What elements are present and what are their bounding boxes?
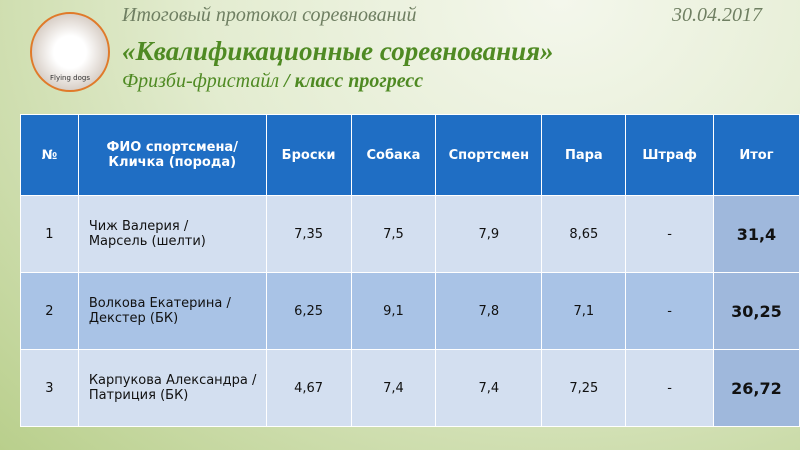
cell: 26,72 xyxy=(712,349,800,427)
cell: 31,4 xyxy=(712,195,800,273)
cell-line: Карпукова Александра / xyxy=(88,373,257,388)
cell: Волкова Екатерина / Декстер (БК) xyxy=(77,272,267,350)
cell: 30,25 xyxy=(712,272,800,350)
date: 30.04.2017 xyxy=(672,4,762,26)
cell: 3 xyxy=(20,349,79,427)
separator: / xyxy=(284,70,290,92)
cell: 4,67 xyxy=(265,349,352,427)
cell: 7,5 xyxy=(350,195,437,273)
cell: 8,65 xyxy=(541,195,627,273)
column-header: № xyxy=(20,114,79,196)
cell: 7,4 xyxy=(350,349,437,427)
cell-line: Чиж Валерия / xyxy=(88,219,189,234)
cell: 2 xyxy=(20,272,79,350)
column-header: Спортсмен xyxy=(435,114,543,196)
header-row: № ФИО спортсмена/Кличка (порода) Броски Соб… xyxy=(20,114,800,196)
results-table: № ФИО спортсмена/Кличка (порода) Броски Соб… xyxy=(20,114,800,427)
cell: 7,25 xyxy=(541,349,627,427)
column-header: Броски xyxy=(265,114,352,196)
logo: Flying dogs xyxy=(30,12,110,92)
cell: - xyxy=(625,195,714,273)
row: 1 Чиж Валерия / Марсель (шелти) 7,35 7,5 7,9 8… xyxy=(20,195,800,273)
cell-line: Кличка (порода) xyxy=(108,155,237,170)
title: Итоговый протокол соревнований xyxy=(122,4,417,26)
cell-line: Патриция (БК) xyxy=(88,388,189,403)
cell: Карпукова Александра / Патриция (БК) xyxy=(77,349,267,427)
event: «Квалификационные соревнования» xyxy=(122,36,554,66)
logo-text: Flying dogs xyxy=(50,74,90,82)
cell: 1 xyxy=(20,195,79,273)
cell: 7,1 xyxy=(541,272,627,350)
column-header: Собака xyxy=(350,114,437,196)
cell-line: Волкова Екатерина / xyxy=(88,296,231,311)
cell: 7,8 xyxy=(435,272,543,350)
cell: 7,35 xyxy=(265,195,352,273)
cell: 6,25 xyxy=(265,272,352,350)
cell: 7,4 xyxy=(435,349,543,427)
column-header: ФИО спортсмена/Кличка (порода) xyxy=(77,114,267,196)
row: 2 Волкова Екатерина / Декстер (БК) 6,25 9,1 7… xyxy=(20,272,800,350)
column-header: Пара xyxy=(541,114,627,196)
subtitle: Фризби-фристайл / класс прогресс xyxy=(122,70,423,93)
cell: 9,1 xyxy=(350,272,437,350)
discipline: Фризби-фристайл xyxy=(122,70,280,92)
cell: 7,9 xyxy=(435,195,543,273)
cell-line: Марсель (шелти) xyxy=(88,234,206,249)
cell-line: Декстер (БК) xyxy=(88,311,179,326)
column-header: Штраф xyxy=(625,114,714,196)
row: 3 Карпукова Александра / Патриция (БК) 4,67… xyxy=(20,349,800,427)
cell: - xyxy=(625,272,714,350)
cell: - xyxy=(625,349,714,427)
column-header: Итог xyxy=(712,114,800,196)
cell-line: ФИО спортсмена/ xyxy=(106,140,238,155)
cell: Чиж Валерия / Марсель (шелти) xyxy=(77,195,267,273)
class: класс прогресс xyxy=(294,70,424,92)
